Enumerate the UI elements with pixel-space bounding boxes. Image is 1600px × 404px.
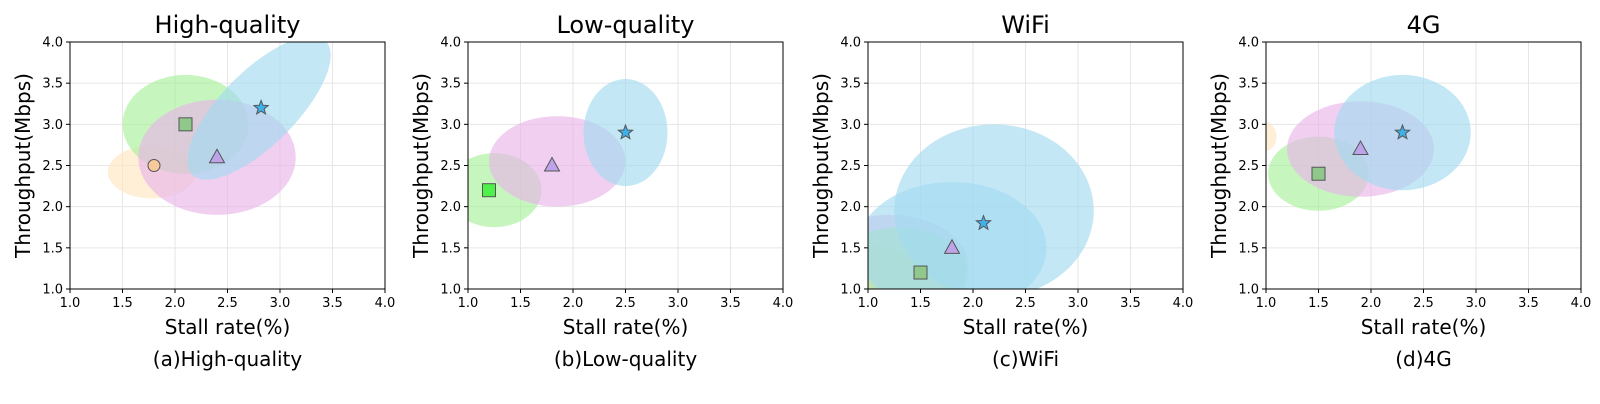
y-tick-label: 4.0 bbox=[42, 36, 63, 51]
data-point-square bbox=[482, 183, 496, 198]
ellipse-group bbox=[107, 42, 331, 215]
ellipse-group bbox=[468, 79, 668, 228]
x-tick-label: 1.5 bbox=[112, 296, 133, 311]
x-tick-label: 1.5 bbox=[1308, 296, 1329, 311]
chart-title: WiFi bbox=[1001, 11, 1050, 39]
y-tick-label: 2.0 bbox=[42, 200, 63, 215]
data-point-square bbox=[178, 117, 193, 132]
subfigure-caption: (d)4G bbox=[1395, 347, 1452, 371]
y-tick-label: 2.0 bbox=[1238, 200, 1259, 215]
x-tick-label: 3.5 bbox=[1518, 296, 1539, 311]
subfigure-caption: (c)WiFi bbox=[992, 347, 1059, 371]
data-point-star bbox=[1394, 123, 1411, 140]
y-tick-label: 3.0 bbox=[840, 118, 861, 133]
x-tick-label: 4.0 bbox=[375, 296, 396, 311]
subfigure-caption: (b)Low-quality bbox=[554, 347, 697, 371]
y-tick-label: 2.5 bbox=[1238, 159, 1259, 174]
x-tick-label: 3.0 bbox=[1466, 296, 1487, 311]
x-tick-label: 2.0 bbox=[165, 296, 186, 311]
x-tick-label: 1.0 bbox=[458, 296, 479, 311]
x-tick-label: 3.5 bbox=[720, 296, 741, 311]
y-tick-label: 2.0 bbox=[440, 200, 461, 215]
x-tick-label: 1.0 bbox=[1256, 296, 1277, 311]
x-tick-label: 3.0 bbox=[270, 296, 291, 311]
x-tick-label: 1.0 bbox=[858, 296, 879, 311]
x-tick-label: 2.0 bbox=[963, 296, 984, 311]
x-tick-label: 2.0 bbox=[563, 296, 584, 311]
x-tick-label: 4.0 bbox=[1571, 296, 1592, 311]
y-tick-label: 3.5 bbox=[42, 77, 63, 92]
x-tick-label: 4.0 bbox=[1173, 296, 1194, 311]
chart-title: Low-quality bbox=[556, 11, 694, 39]
x-tick-label: 2.5 bbox=[1015, 296, 1036, 311]
chart-title: High-quality bbox=[155, 11, 301, 39]
x-tick-label: 1.0 bbox=[60, 296, 81, 311]
data-point-star bbox=[617, 123, 634, 140]
y-tick-label: 4.0 bbox=[440, 36, 461, 51]
y-tick-label: 1.5 bbox=[840, 241, 861, 256]
data-point-circle bbox=[147, 159, 161, 172]
y-tick-label: 1.5 bbox=[1238, 241, 1259, 256]
x-tick-label: 3.0 bbox=[668, 296, 689, 311]
subfigure-caption: (a)High-quality bbox=[153, 347, 303, 371]
chart-title: 4G bbox=[1407, 11, 1441, 39]
x-axis-label: Stall rate(%) bbox=[963, 315, 1089, 339]
y-axis-label: Throughput(Mbps) bbox=[1207, 73, 1231, 259]
y-tick-label: 1.0 bbox=[840, 283, 861, 298]
data-point-square bbox=[1311, 166, 1326, 181]
data-point-triangle bbox=[943, 238, 961, 254]
y-tick-label: 1.5 bbox=[440, 241, 461, 256]
data-point-triangle bbox=[208, 148, 226, 164]
y-tick-label: 2.5 bbox=[440, 159, 461, 174]
subplot-1: 1.0 1.5 2.0 2.5 3.0 3.5 4.0 1.0 1.5 2.0 2.5 3.0 3.5 4… bbox=[11, 11, 395, 371]
x-axis-label: Stall rate(%) bbox=[1361, 315, 1487, 339]
subplot-4: 1.0 1.5 2.0 2.5 3.0 3.5 4.0 1.0 1.5 2.0 2.5 3.0 3.5 4… bbox=[1207, 11, 1591, 371]
y-tick-label: 2.0 bbox=[840, 200, 861, 215]
x-tick-label: 2.5 bbox=[615, 296, 636, 311]
data-point-star bbox=[975, 214, 992, 231]
x-tick-label: 2.5 bbox=[217, 296, 238, 311]
y-tick-label: 2.5 bbox=[42, 159, 63, 174]
y-tick-label: 1.0 bbox=[440, 283, 461, 298]
ellipse-group bbox=[868, 124, 1094, 289]
x-tick-label: 4.0 bbox=[773, 296, 794, 311]
x-axis-label: Stall rate(%) bbox=[563, 315, 689, 339]
x-tick-label: 3.5 bbox=[322, 296, 343, 311]
data-point-square bbox=[913, 265, 928, 280]
x-tick-label: 2.5 bbox=[1413, 296, 1434, 311]
x-tick-label: 3.0 bbox=[1068, 296, 1089, 311]
x-tick-label: 2.0 bbox=[1361, 296, 1382, 311]
y-tick-label: 1.0 bbox=[42, 283, 63, 298]
confidence-ellipse bbox=[1266, 122, 1277, 152]
x-axis-label: Stall rate(%) bbox=[165, 315, 291, 339]
x-tick-label: 1.5 bbox=[510, 296, 531, 311]
y-tick-label: 3.5 bbox=[840, 77, 861, 92]
y-tick-label: 3.0 bbox=[1238, 118, 1259, 133]
subplot-3: 1.0 1.5 2.0 2.5 3.0 3.5 4.0 1.0 1.5 2.0 2.5 3.0 3.5 4… bbox=[809, 11, 1193, 371]
y-axis-label: Throughput(Mbps) bbox=[409, 73, 433, 259]
x-tick-label: 1.5 bbox=[910, 296, 931, 311]
data-point-triangle bbox=[543, 156, 561, 172]
data-point-triangle bbox=[1352, 140, 1369, 156]
y-tick-label: 4.0 bbox=[1238, 36, 1259, 51]
x-tick-label: 3.5 bbox=[1120, 296, 1141, 311]
y-tick-label: 2.5 bbox=[840, 159, 861, 174]
y-tick-label: 1.5 bbox=[42, 241, 63, 256]
y-axis-label: Throughput(Mbps) bbox=[809, 73, 833, 259]
y-axis-label: Throughput(Mbps) bbox=[11, 73, 35, 259]
y-tick-label: 3.0 bbox=[440, 118, 461, 133]
y-tick-label: 3.5 bbox=[440, 77, 461, 92]
confidence-ellipse bbox=[894, 124, 1094, 289]
y-tick-label: 4.0 bbox=[840, 36, 861, 51]
subplot-2: 1.0 1.5 2.0 2.5 3.0 3.5 4.0 1.0 1.5 2.0 2.5 3.0 3.5 4… bbox=[409, 11, 793, 371]
data-point-star bbox=[252, 98, 270, 116]
y-tick-label: 3.0 bbox=[42, 118, 63, 133]
y-tick-label: 3.5 bbox=[1238, 77, 1259, 92]
y-tick-label: 1.0 bbox=[1238, 283, 1259, 298]
